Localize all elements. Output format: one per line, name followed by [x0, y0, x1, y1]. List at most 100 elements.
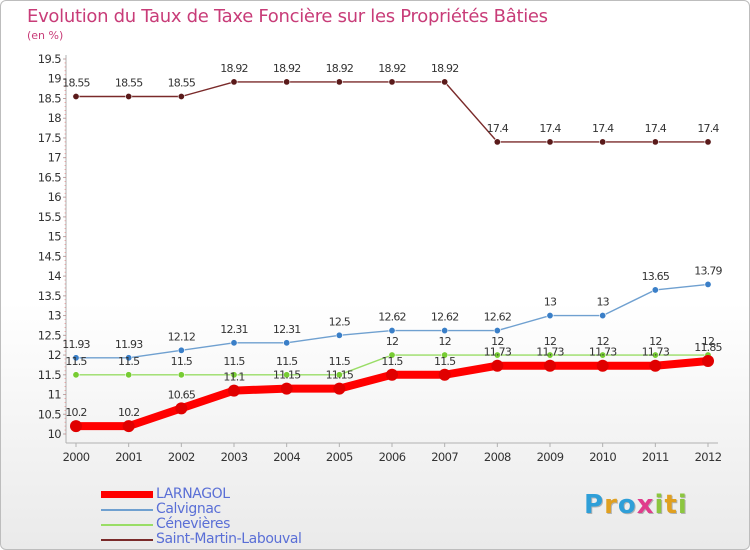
x-tick-label: 2006: [379, 450, 406, 464]
data-point: [283, 78, 291, 86]
y-tick-label: 17.5: [38, 131, 61, 145]
y-tick-label: 12: [48, 348, 62, 362]
y-tick-label: 14: [48, 269, 62, 283]
data-point: [599, 312, 607, 320]
data-label: 13.65: [642, 270, 670, 283]
data-label: 11.85: [694, 341, 722, 354]
data-label: 12: [438, 335, 450, 348]
data-label: 17.4: [645, 122, 667, 135]
legend-swatch: [101, 538, 153, 541]
data-point: [546, 312, 554, 320]
data-label: 12.5: [329, 315, 351, 328]
y-tick-label: 11: [48, 388, 62, 402]
data-label: 13: [544, 296, 557, 309]
data-label: 13.79: [694, 264, 722, 277]
data-label: 12.31: [220, 323, 248, 336]
data-point: [125, 371, 133, 379]
data-label: 11.5: [171, 355, 193, 368]
x-tick-label: 2000: [63, 450, 90, 464]
x-tick-label: 2007: [431, 450, 458, 464]
y-tick-label: 15: [48, 230, 62, 244]
data-label: 11.73: [484, 346, 512, 359]
y-tick-label: 10: [48, 427, 62, 441]
y-tick-label: 19.5: [38, 52, 61, 66]
data-label: 11.5: [434, 355, 456, 368]
data-label: 12.12: [168, 330, 196, 343]
legend-swatch: [101, 523, 153, 526]
data-point: [230, 339, 238, 347]
data-label: 12: [386, 335, 398, 348]
data-label: 13: [596, 296, 609, 309]
data-label: 18.92: [220, 62, 248, 75]
data-point: [228, 384, 240, 397]
data-point: [651, 351, 659, 359]
data-label: 11.5: [223, 355, 245, 368]
legend-swatch: [101, 491, 153, 498]
y-tick-label: 19: [48, 72, 62, 86]
data-label: 17.4: [592, 122, 614, 135]
data-point: [72, 93, 80, 101]
data-point: [546, 351, 554, 359]
x-tick-label: 2008: [484, 450, 511, 464]
data-point: [333, 382, 346, 395]
x-tick-label: 2003: [221, 450, 248, 464]
data-point: [177, 371, 185, 379]
x-tick-label: 2011: [642, 450, 669, 464]
data-label: 18.92: [273, 62, 301, 75]
x-tick-label: 2012: [695, 450, 722, 464]
data-label: 12.62: [484, 311, 512, 324]
x-tick-label: 2002: [168, 450, 195, 464]
data-label: 18.92: [326, 62, 354, 75]
data-label: 11.73: [589, 346, 617, 359]
data-point: [335, 331, 343, 339]
data-point: [651, 138, 659, 146]
data-point: [441, 78, 449, 86]
data-point: [122, 420, 135, 433]
data-label: 17.4: [487, 122, 509, 135]
data-point: [493, 327, 501, 335]
data-point: [544, 359, 556, 372]
y-tick-label: 18: [48, 111, 62, 125]
data-label: 10.2: [65, 406, 86, 419]
data-point: [599, 138, 607, 146]
data-label: 12: [649, 335, 661, 348]
data-label: 11.5: [65, 355, 87, 368]
data-label: 17.4: [697, 122, 719, 135]
data-label: 10.2: [118, 406, 139, 419]
data-label: 11.73: [642, 346, 670, 359]
data-point: [441, 327, 449, 335]
data-point: [335, 78, 343, 86]
y-tick-label: 11.5: [38, 368, 61, 382]
data-point: [177, 93, 185, 101]
data-point: [175, 402, 188, 415]
legend-label: LARNAGOL: [156, 486, 230, 502]
data-point: [704, 280, 712, 288]
data-point: [546, 138, 554, 146]
data-label: 18.55: [168, 77, 196, 90]
y-tick-label: 14.5: [38, 249, 61, 263]
y-tick-label: 16.5: [38, 170, 61, 184]
data-label: 11.5: [276, 355, 298, 368]
data-label: 18.92: [378, 62, 406, 75]
x-tick-label: 2005: [326, 450, 353, 464]
legend-swatch: [101, 508, 153, 511]
data-point: [388, 78, 396, 86]
legend-item: Calvignac: [101, 502, 302, 517]
data-label: 12.62: [378, 311, 406, 324]
data-point: [388, 327, 396, 335]
x-tick-label: 2009: [537, 450, 564, 464]
legend-item: Saint-Martin-Labouval: [101, 532, 302, 547]
data-point: [177, 346, 185, 354]
legend-label: Saint-Martin-Labouval: [156, 531, 302, 547]
data-label: 12: [702, 335, 714, 348]
y-tick-label: 15.5: [38, 210, 61, 224]
data-point: [283, 339, 291, 347]
data-label: 11.15: [326, 369, 354, 382]
data-point: [230, 371, 238, 379]
chart-legend: LARNAGOL Calvignac Cénevières Saint-Martin-…: [101, 487, 302, 547]
data-point: [493, 138, 501, 146]
chart-title: Evolution du Taux de Taxe Foncière sur l…: [27, 6, 548, 27]
data-label: 12: [544, 335, 556, 348]
legend-item: Cénevières: [101, 517, 302, 532]
y-tick-label: 17: [48, 151, 62, 165]
